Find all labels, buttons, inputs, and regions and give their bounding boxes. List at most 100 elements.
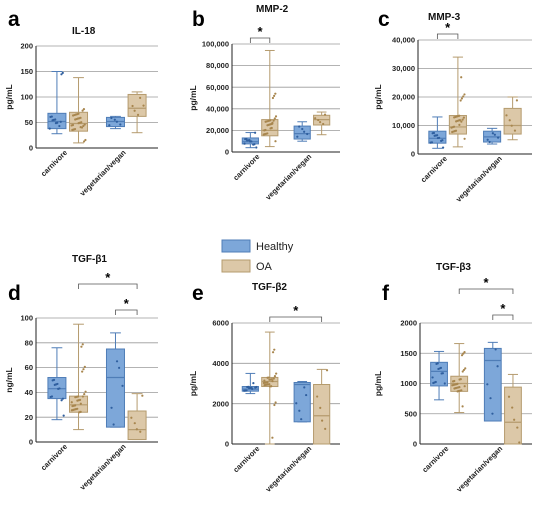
data-point: [81, 395, 84, 398]
data-point: [243, 142, 246, 145]
data-point: [274, 92, 277, 95]
data-point: [456, 390, 459, 393]
data-point: [316, 395, 319, 398]
data-point: [81, 370, 84, 373]
data-point: [491, 132, 494, 135]
box: [313, 384, 331, 445]
y-axis-label: pg/mL: [373, 371, 383, 397]
data-point: [272, 119, 275, 122]
data-point: [271, 436, 274, 439]
data-point: [305, 393, 308, 397]
data-point: [255, 146, 258, 149]
data-point: [461, 118, 464, 121]
significance-star: *: [293, 303, 299, 318]
data-point: [139, 430, 142, 433]
legend-swatch: [221, 259, 251, 273]
y-axis-label: pg/mL: [188, 371, 198, 397]
y-tick-label: 2000: [400, 319, 417, 328]
data-point: [461, 370, 464, 373]
data-point: [264, 120, 267, 123]
data-point: [462, 116, 465, 119]
data-point: [70, 124, 73, 127]
data-point: [142, 104, 145, 107]
data-point: [516, 426, 519, 429]
bracket-line: [249, 37, 271, 43]
box-oa-vegetarian-vegan: [313, 111, 331, 136]
data-point: [273, 403, 276, 407]
data-point: [450, 126, 453, 129]
data-point: [274, 401, 277, 404]
data-point: [49, 395, 52, 399]
data-point: [463, 93, 466, 96]
data-point: [82, 108, 86, 111]
y-tick-label: 50: [25, 118, 33, 127]
data-point: [443, 382, 446, 385]
box-oa-vegetarian-vegan: [313, 368, 331, 445]
data-point: [451, 380, 455, 383]
data-point: [298, 409, 301, 412]
data-point: [108, 124, 111, 127]
data-point: [273, 348, 276, 351]
y-tick-label: 0: [29, 438, 33, 447]
x-category-label: carnivore: [419, 154, 449, 184]
y-tick-label: 6000: [212, 319, 229, 328]
data-point: [271, 96, 275, 100]
data-point: [507, 395, 511, 398]
data-point: [295, 402, 298, 405]
significance-star: *: [445, 20, 451, 35]
x-category-label: vegetarian/vegan: [264, 444, 314, 494]
x-category-label: carnivore: [39, 442, 69, 472]
data-point: [48, 127, 51, 130]
data-point: [440, 372, 443, 375]
data-point: [319, 121, 322, 124]
y-tick-label: 10,000: [392, 121, 415, 130]
data-point: [433, 134, 436, 137]
box-healthy-carnivore: [47, 347, 67, 421]
data-point: [460, 354, 464, 357]
data-point: [83, 392, 86, 396]
legend-item-oa: OA: [221, 259, 273, 273]
box-oa-carnivore: [69, 323, 89, 431]
data-point: [71, 404, 74, 408]
data-point: [83, 123, 86, 126]
data-point: [268, 385, 272, 388]
box-healthy-carnivore: [241, 131, 259, 149]
panel-label: d: [8, 282, 21, 305]
data-point: [254, 131, 257, 134]
data-point: [314, 117, 317, 120]
legend-item-healthy: Healthy: [221, 239, 294, 253]
data-point: [273, 374, 277, 378]
data-point: [130, 416, 133, 419]
significance-bracket: *: [78, 270, 138, 289]
data-point: [81, 109, 84, 112]
data-point: [78, 411, 81, 414]
box: [47, 377, 67, 400]
data-point: [244, 138, 247, 141]
data-point: [77, 122, 80, 125]
data-point: [505, 114, 508, 117]
y-axis-label: ng/mL: [4, 367, 14, 393]
data-point: [296, 135, 299, 138]
data-point: [58, 124, 61, 128]
box-oa-vegetarian-vegan: [503, 96, 522, 141]
box-oa-carnivore: [450, 343, 469, 414]
box: [105, 348, 125, 428]
box: [430, 361, 448, 387]
data-point: [325, 369, 329, 372]
box-healthy-carnivore: [241, 372, 259, 395]
data-point: [274, 140, 277, 143]
x-category-label: vegetarian/vegan: [264, 152, 314, 202]
y-tick-label: 100,000: [202, 40, 229, 49]
y-tick-label: 1000: [400, 379, 417, 388]
data-point: [518, 441, 521, 444]
data-point: [74, 118, 77, 121]
y-tick-label: 150: [20, 67, 33, 76]
data-point: [463, 385, 466, 388]
data-point: [458, 123, 461, 126]
y-tick-label: 80,000: [206, 61, 229, 70]
data-point: [141, 394, 144, 397]
data-point: [262, 133, 265, 136]
data-point: [513, 129, 517, 132]
bracket-line: [492, 314, 514, 320]
